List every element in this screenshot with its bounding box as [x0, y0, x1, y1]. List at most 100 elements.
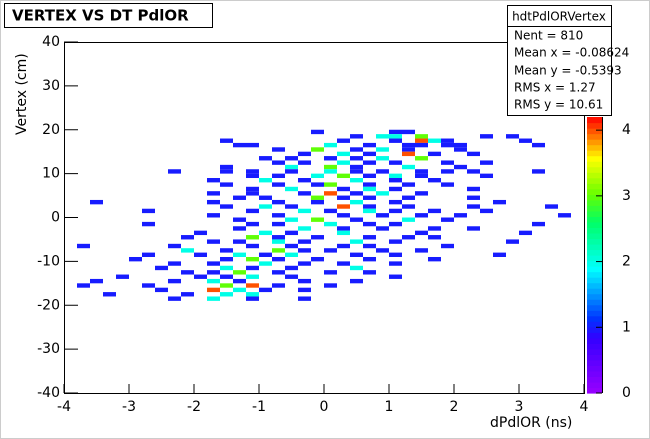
cell [311, 129, 324, 135]
cell [142, 283, 155, 288]
color-swatch [587, 144, 602, 151]
cell [168, 243, 181, 249]
cell [285, 164, 298, 170]
cell [285, 217, 298, 222]
cell [207, 178, 220, 183]
cell [363, 204, 376, 209]
cell [233, 287, 246, 293]
cell [337, 213, 350, 218]
color-swatch [587, 343, 602, 350]
cell [168, 278, 181, 284]
cell [389, 178, 402, 183]
cell [298, 160, 311, 165]
y-tick-label: 40 [42, 34, 60, 50]
cell [272, 283, 285, 288]
cell [324, 283, 337, 288]
cell [337, 151, 350, 157]
cell [285, 186, 298, 192]
color-swatch [587, 177, 602, 184]
cell [467, 226, 480, 231]
cell [363, 221, 376, 227]
cell [298, 208, 311, 214]
cell [363, 173, 376, 179]
cell [311, 217, 324, 222]
cell [168, 169, 181, 174]
cell [272, 256, 285, 262]
y-tick-label: -30 [37, 341, 60, 357]
cell [363, 243, 376, 249]
cell [324, 169, 337, 174]
z-tick-label: 0 [622, 385, 631, 401]
y-tick-label: 20 [42, 122, 60, 138]
cell [194, 230, 207, 236]
cell [428, 256, 441, 262]
color-swatch [587, 326, 602, 333]
color-swatch [587, 387, 602, 394]
cell [389, 186, 402, 192]
cell [389, 221, 402, 227]
stats-box: hdtPdlORVertex Nent = 810 Mean x = -0.08… [507, 5, 629, 116]
cell [337, 138, 350, 143]
cell [337, 195, 350, 200]
cell [324, 164, 337, 170]
cell [415, 156, 428, 161]
color-swatch [587, 172, 602, 179]
cell [389, 274, 402, 279]
x-tick-label: -4 [57, 399, 71, 415]
cell [558, 213, 571, 218]
stats-line: RMS x = 1.27 [514, 81, 596, 95]
cell [324, 182, 337, 187]
cell [181, 292, 194, 297]
cell [415, 213, 428, 218]
cell [272, 248, 285, 253]
cell [467, 186, 480, 192]
cell [337, 261, 350, 266]
cell [272, 213, 285, 218]
cell [246, 142, 259, 148]
cell [519, 230, 532, 236]
cell [389, 129, 402, 135]
cell [207, 261, 220, 266]
cell [298, 261, 311, 266]
cell [532, 142, 545, 148]
cell [467, 204, 480, 209]
color-swatch [587, 365, 602, 372]
cell [103, 292, 116, 297]
cell [259, 178, 272, 183]
cell [350, 178, 363, 183]
stats-line: RMS y = 10.61 [514, 98, 603, 112]
cell [467, 195, 480, 200]
cell [402, 182, 415, 187]
cell [311, 173, 324, 179]
cell [181, 248, 194, 253]
cell [142, 208, 155, 214]
cell [233, 239, 246, 244]
cell [259, 252, 272, 257]
cell [233, 142, 246, 148]
cell [350, 191, 363, 196]
cell [376, 248, 389, 253]
cell-layer [77, 129, 571, 301]
cell [220, 164, 233, 170]
cell [311, 182, 324, 187]
color-swatch [587, 260, 602, 267]
color-swatch [587, 199, 602, 206]
cell [246, 186, 259, 192]
cell [311, 195, 324, 200]
x-tick-label: 4 [580, 399, 589, 415]
cell [350, 164, 363, 170]
cell [181, 235, 194, 240]
cell [272, 235, 285, 240]
x-tick-label: -2 [187, 399, 201, 415]
cell [415, 169, 428, 174]
cell [246, 243, 259, 249]
cell [415, 138, 428, 143]
cell [454, 213, 467, 218]
cell [259, 287, 272, 293]
cell [519, 138, 532, 143]
cell [272, 221, 285, 227]
cell [480, 160, 493, 165]
color-swatch [587, 359, 602, 366]
